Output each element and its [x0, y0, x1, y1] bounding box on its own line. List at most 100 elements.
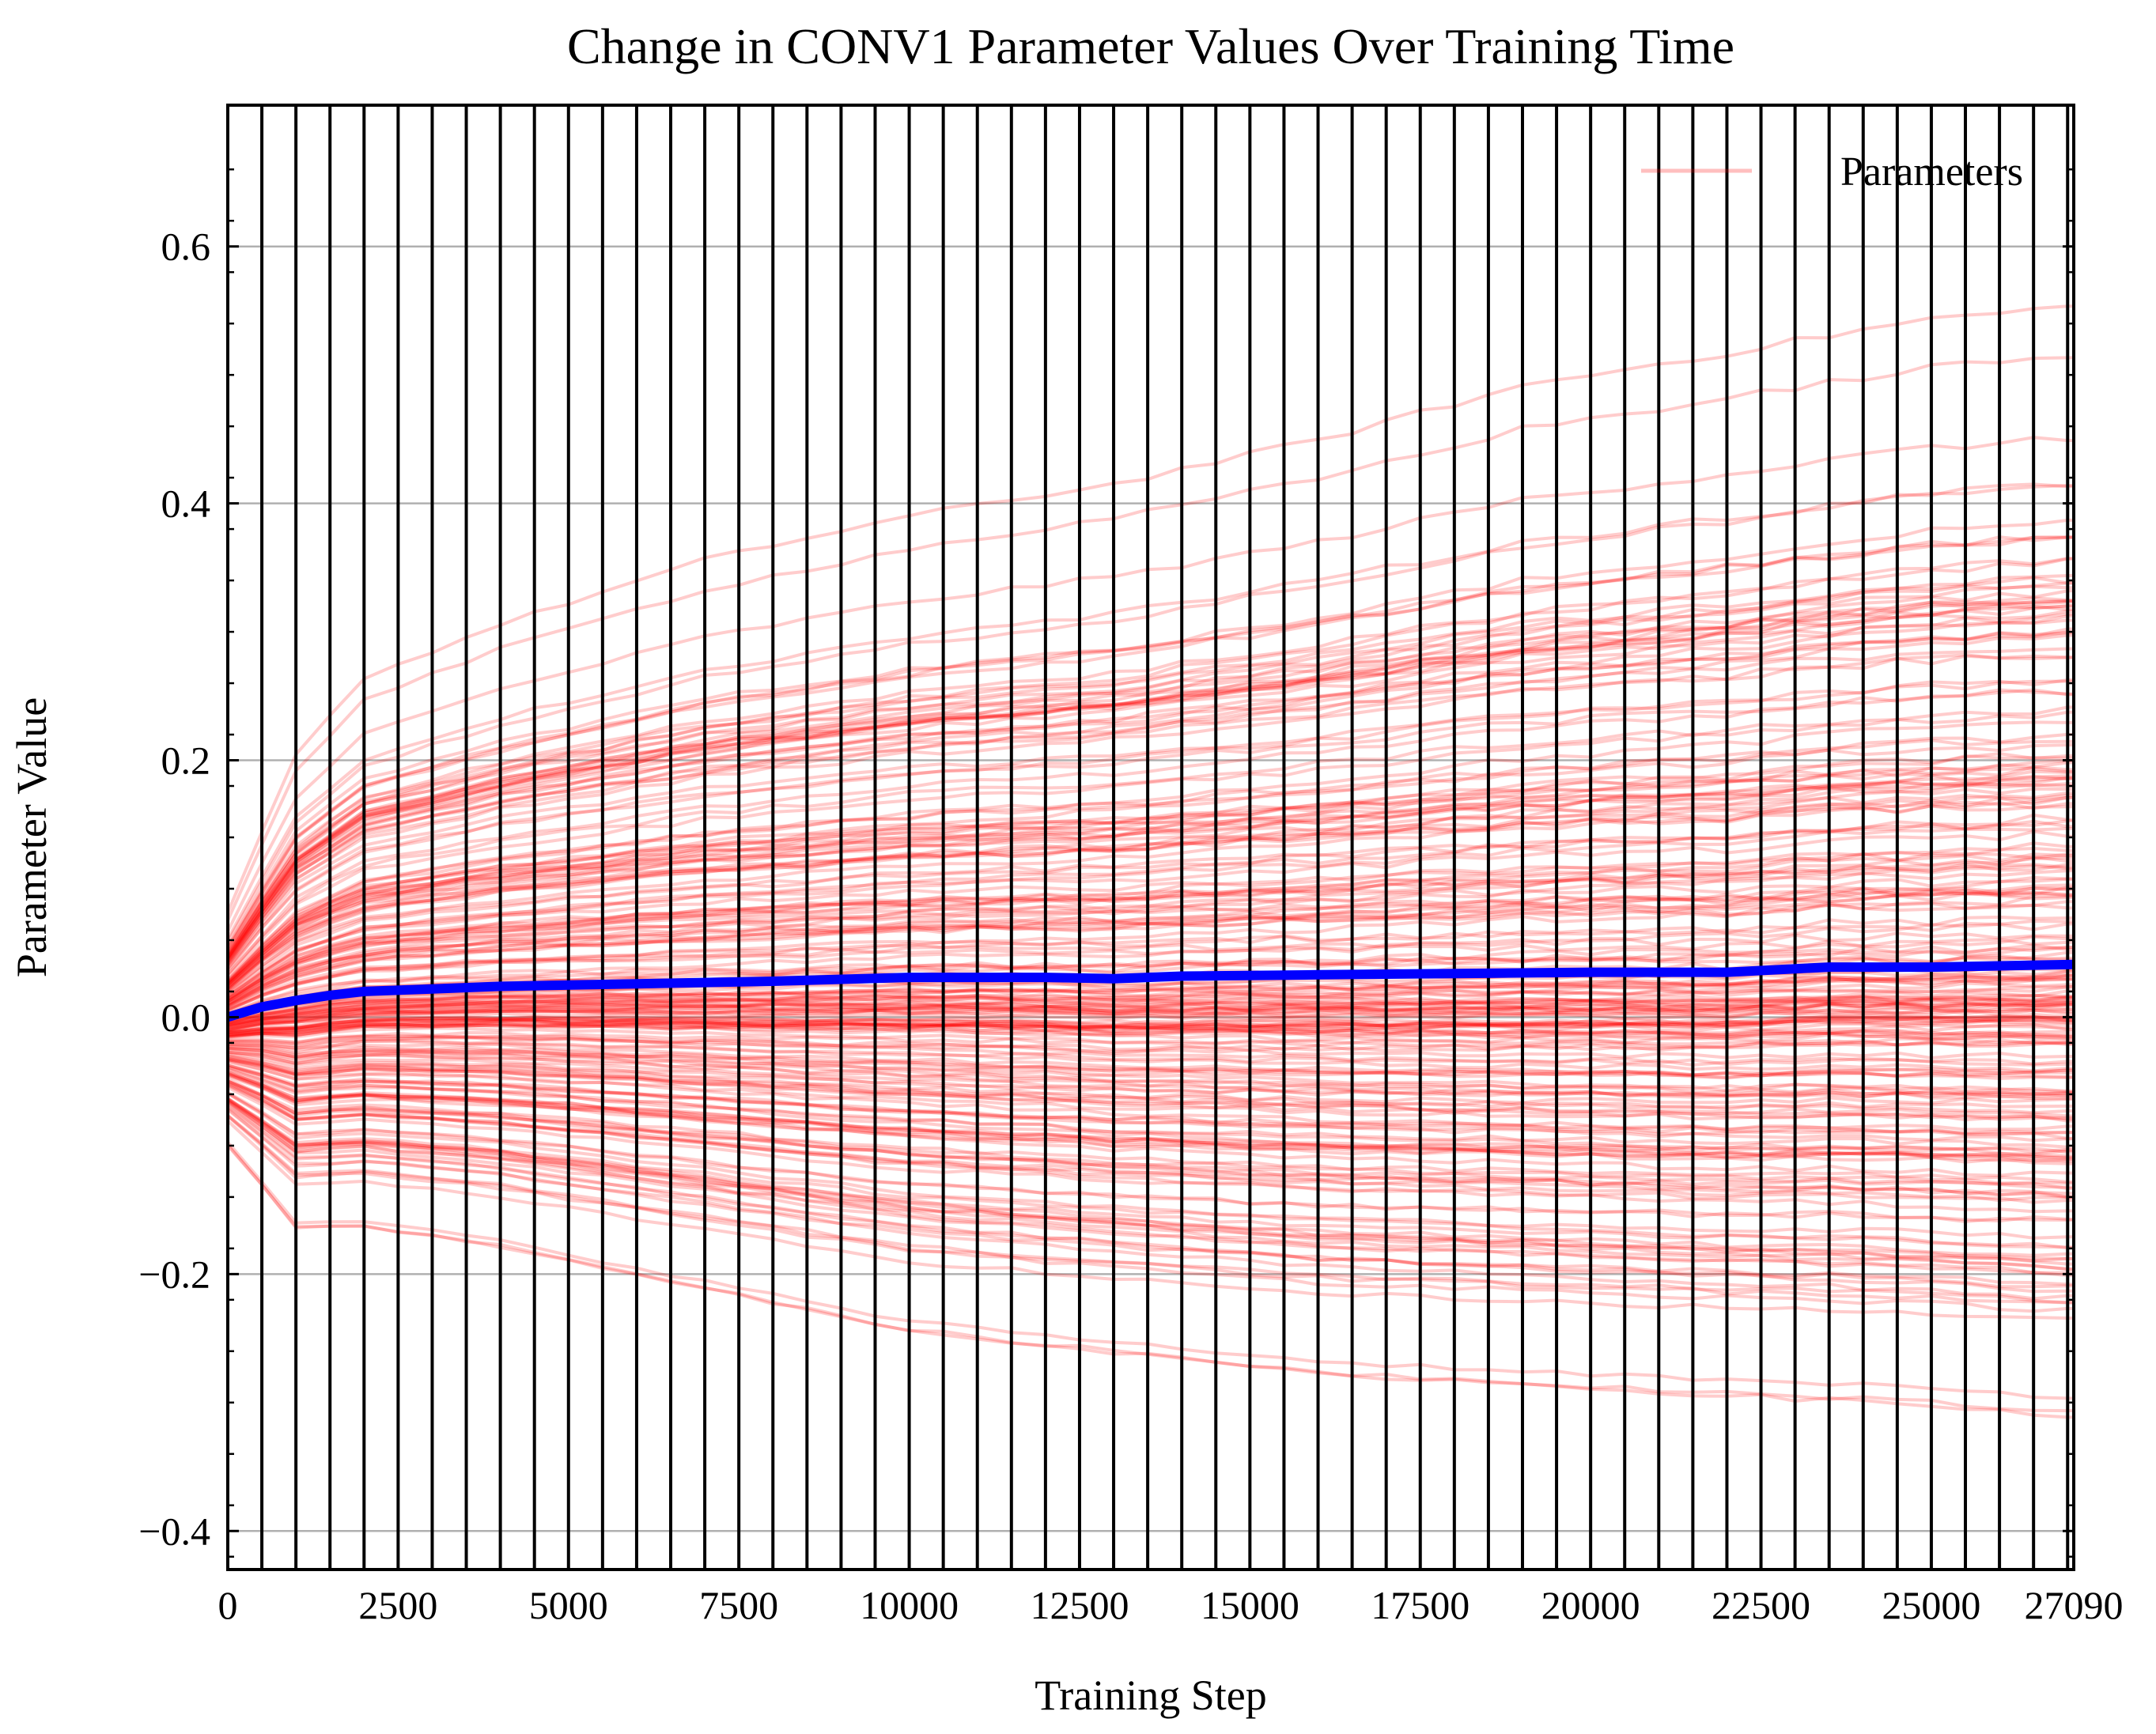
parameter-line — [228, 1039, 2074, 1067]
parameter-line — [228, 1115, 2074, 1313]
parameter-line — [228, 436, 2074, 932]
y-tick-label: −0.2 — [138, 1252, 210, 1296]
parameter-line — [228, 1097, 2074, 1257]
parameter-line — [228, 761, 2074, 987]
parameter-line — [228, 581, 2074, 954]
parameter-line — [228, 1055, 2074, 1098]
parameter-line — [228, 852, 2074, 1002]
parameter-line — [228, 1001, 2074, 1029]
parameter-line — [228, 1141, 2074, 1400]
parameter-lines — [228, 304, 2074, 1419]
parameter-line — [228, 1098, 2074, 1260]
parameter-line — [228, 688, 2074, 970]
parameter-line — [228, 1012, 2074, 1034]
parameter-line — [228, 1030, 2074, 1046]
parameter-line — [228, 604, 2074, 960]
x-tick-label: 10000 — [860, 1583, 959, 1627]
parameter-line — [228, 1050, 2074, 1079]
parameter-line — [228, 776, 2074, 986]
parameter-line — [228, 482, 2074, 940]
parameter-line — [228, 1016, 2074, 1038]
parameter-line — [228, 599, 2074, 959]
parameter-line — [228, 919, 2074, 1015]
parameter-line — [228, 743, 2074, 982]
parameter-line — [228, 1065, 2074, 1154]
parameter-line — [228, 993, 2074, 1025]
parameter-line — [228, 886, 2074, 1006]
parameter-line — [228, 1022, 2074, 1039]
parameter-line — [228, 1002, 2074, 1032]
parameter-line — [228, 863, 2074, 1000]
parameter-line — [228, 869, 2074, 1001]
x-tick-label: 5000 — [529, 1583, 608, 1627]
parameter-line — [228, 627, 2074, 965]
checkpoint-lines — [260, 105, 2070, 1570]
parameter-line — [228, 1063, 2074, 1135]
parameter-line — [228, 993, 2074, 1029]
parameter-line — [228, 1120, 2074, 1320]
mean-line — [228, 959, 2074, 1022]
x-axis-label: Training Step — [1035, 1672, 1267, 1719]
parameter-line — [228, 653, 2074, 967]
parameter-line — [228, 981, 2074, 1027]
parameter-line — [228, 1007, 2074, 1031]
parameter-line — [228, 1079, 2074, 1185]
parameter-line — [228, 1097, 2074, 1263]
parameter-line — [228, 1071, 2074, 1156]
parameter-line — [228, 813, 2074, 998]
parameter-line — [228, 647, 2074, 965]
parameter-line — [228, 1105, 2074, 1289]
parameter-line — [228, 977, 2074, 1023]
parameter-line — [228, 631, 2074, 963]
parameter-line — [228, 557, 2074, 954]
parameter-line — [228, 782, 2074, 992]
parameter-line — [228, 1082, 2074, 1199]
parameter-line — [228, 977, 2074, 1027]
parameter-line — [228, 995, 2074, 1026]
parameter-line — [228, 1018, 2074, 1042]
parameter-line — [228, 604, 2074, 960]
y-tick-label: 0.2 — [161, 739, 211, 783]
parameter-line — [228, 938, 2074, 1012]
parameter-line — [228, 1022, 2074, 1041]
parameter-line — [228, 710, 2074, 978]
parameter-line — [228, 1003, 2074, 1028]
parameter-line — [228, 1014, 2074, 1037]
parameter-line — [228, 852, 2074, 999]
parameter-line — [228, 1100, 2074, 1278]
parameter-line — [228, 1099, 2074, 1266]
parameter-line — [228, 1104, 2074, 1294]
parameter-line — [228, 1063, 2074, 1140]
plot-frame — [226, 104, 2075, 1571]
parameter-line — [228, 1097, 2074, 1250]
parameter-line — [228, 1082, 2074, 1203]
parameter-line — [228, 630, 2074, 962]
parameter-line — [228, 999, 2074, 1029]
parameter-line — [228, 775, 2074, 986]
parameter-line — [228, 1045, 2074, 1081]
parameter-line — [228, 993, 2074, 1029]
parameter-line — [228, 1048, 2074, 1096]
parameter-line — [228, 819, 2074, 995]
parameter-line — [228, 614, 2074, 961]
parameter-line — [228, 1026, 2074, 1049]
parameter-line — [228, 915, 2074, 1012]
parameter-line — [228, 1109, 2074, 1286]
parameter-line — [228, 688, 2074, 976]
parameter-line — [228, 599, 2074, 960]
parameter-line — [228, 1042, 2074, 1079]
parameter-line — [228, 600, 2074, 956]
parameter-line — [228, 999, 2074, 1032]
parameter-line — [228, 1059, 2074, 1135]
parameter-line — [228, 1101, 2074, 1275]
parameter-line — [228, 846, 2074, 1003]
parameter-line — [228, 890, 2074, 1008]
parameter-line — [228, 739, 2074, 982]
parameter-line — [228, 862, 2074, 1002]
parameter-line — [228, 1091, 2074, 1224]
parameter-line — [228, 609, 2074, 958]
parameter-line — [228, 791, 2074, 992]
parameter-line — [228, 1114, 2074, 1305]
x-tick-label: 15000 — [1201, 1583, 1299, 1627]
